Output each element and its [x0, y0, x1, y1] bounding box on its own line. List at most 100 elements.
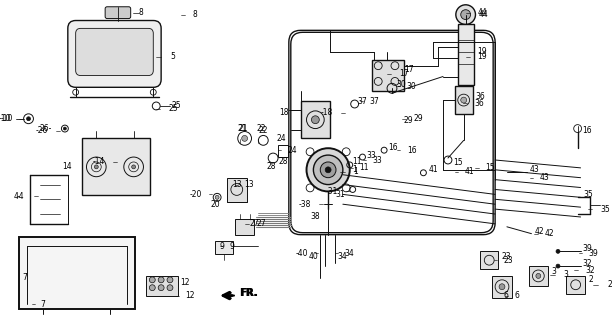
Text: 17: 17 [404, 65, 413, 74]
Text: 42: 42 [544, 229, 554, 238]
Circle shape [150, 285, 155, 291]
Text: 32: 32 [585, 266, 595, 275]
Text: 5: 5 [170, 52, 175, 61]
Circle shape [461, 10, 471, 20]
Circle shape [313, 155, 343, 185]
Text: 12: 12 [186, 291, 195, 300]
Circle shape [242, 135, 248, 141]
Circle shape [461, 97, 466, 103]
Text: 43: 43 [539, 173, 549, 182]
Text: 37: 37 [357, 97, 367, 106]
Text: 29: 29 [414, 114, 423, 123]
FancyBboxPatch shape [19, 236, 135, 309]
Text: 24: 24 [288, 146, 297, 155]
FancyBboxPatch shape [372, 60, 404, 91]
Text: 44: 44 [478, 8, 487, 17]
Text: -4: -4 [17, 192, 25, 201]
Text: 36: 36 [476, 92, 485, 101]
Text: 6: 6 [504, 291, 509, 300]
Text: -18: -18 [321, 108, 333, 117]
Text: 27: 27 [256, 219, 266, 228]
Text: 37: 37 [370, 97, 379, 106]
Circle shape [158, 285, 164, 291]
Text: 8: 8 [139, 8, 143, 17]
Text: 25: 25 [168, 104, 178, 113]
Text: -14: -14 [93, 157, 105, 166]
Text: 24: 24 [276, 134, 286, 143]
Circle shape [132, 165, 135, 169]
Text: 17: 17 [399, 69, 408, 78]
Text: 42: 42 [535, 227, 544, 236]
Text: 12: 12 [180, 278, 189, 287]
Text: 20: 20 [210, 200, 220, 209]
Circle shape [63, 127, 66, 130]
Text: -26: -26 [36, 126, 48, 135]
FancyBboxPatch shape [235, 219, 254, 235]
Text: 6: 6 [515, 291, 520, 300]
Text: 33: 33 [372, 156, 382, 164]
Text: -20: -20 [190, 190, 202, 199]
Circle shape [215, 196, 219, 199]
Text: 16: 16 [388, 143, 398, 152]
Text: 44: 44 [478, 10, 488, 19]
Text: 2: 2 [607, 280, 612, 289]
Text: 1: 1 [354, 167, 359, 176]
Text: 11: 11 [360, 163, 369, 172]
Circle shape [158, 277, 164, 283]
Text: 38: 38 [311, 212, 320, 221]
FancyBboxPatch shape [147, 276, 178, 296]
FancyBboxPatch shape [105, 7, 131, 19]
Text: 21: 21 [238, 124, 247, 133]
FancyBboxPatch shape [82, 138, 150, 196]
Text: 9: 9 [230, 242, 235, 251]
FancyBboxPatch shape [528, 266, 548, 286]
Text: 26-: 26- [40, 124, 52, 133]
FancyBboxPatch shape [455, 86, 473, 114]
Text: 4: 4 [14, 192, 19, 201]
Circle shape [325, 167, 331, 173]
Text: 28: 28 [278, 157, 287, 166]
Text: 7: 7 [40, 300, 45, 309]
Text: 36: 36 [474, 99, 484, 108]
Text: 9: 9 [219, 242, 224, 251]
Text: FR.: FR. [238, 288, 257, 298]
FancyBboxPatch shape [458, 24, 473, 85]
Circle shape [456, 5, 476, 24]
Text: 3: 3 [564, 270, 569, 279]
Text: -40: -40 [296, 249, 308, 258]
Text: 39: 39 [588, 249, 598, 258]
Text: 27: 27 [249, 219, 259, 228]
Text: 3: 3 [551, 267, 556, 276]
Text: 29: 29 [404, 116, 413, 125]
Text: 2: 2 [588, 275, 593, 284]
Text: 40: 40 [308, 252, 318, 261]
Circle shape [26, 117, 31, 121]
Circle shape [311, 116, 319, 124]
Text: 32: 32 [582, 259, 592, 268]
Circle shape [150, 277, 155, 283]
Circle shape [556, 249, 560, 253]
Text: 34: 34 [345, 249, 354, 258]
Circle shape [94, 165, 98, 169]
Text: 35: 35 [600, 204, 610, 214]
Text: 18: 18 [280, 108, 289, 117]
Text: 31: 31 [335, 190, 345, 199]
Circle shape [167, 277, 173, 283]
Text: 22: 22 [259, 126, 268, 135]
Text: 23: 23 [504, 256, 514, 265]
Circle shape [499, 284, 505, 290]
Text: 19: 19 [478, 47, 487, 56]
Text: 34: 34 [337, 252, 347, 261]
Text: -10: -10 [1, 114, 13, 123]
Circle shape [536, 274, 541, 278]
FancyBboxPatch shape [566, 276, 585, 293]
Text: 8: 8 [192, 10, 197, 19]
Text: FR.: FR. [240, 288, 257, 298]
Text: 35: 35 [584, 190, 593, 199]
Text: 16: 16 [406, 146, 416, 155]
Text: 15: 15 [453, 158, 462, 167]
Text: 22: 22 [256, 124, 266, 133]
Text: 23: 23 [502, 252, 512, 261]
Text: 1: 1 [352, 165, 356, 174]
FancyBboxPatch shape [300, 101, 330, 138]
